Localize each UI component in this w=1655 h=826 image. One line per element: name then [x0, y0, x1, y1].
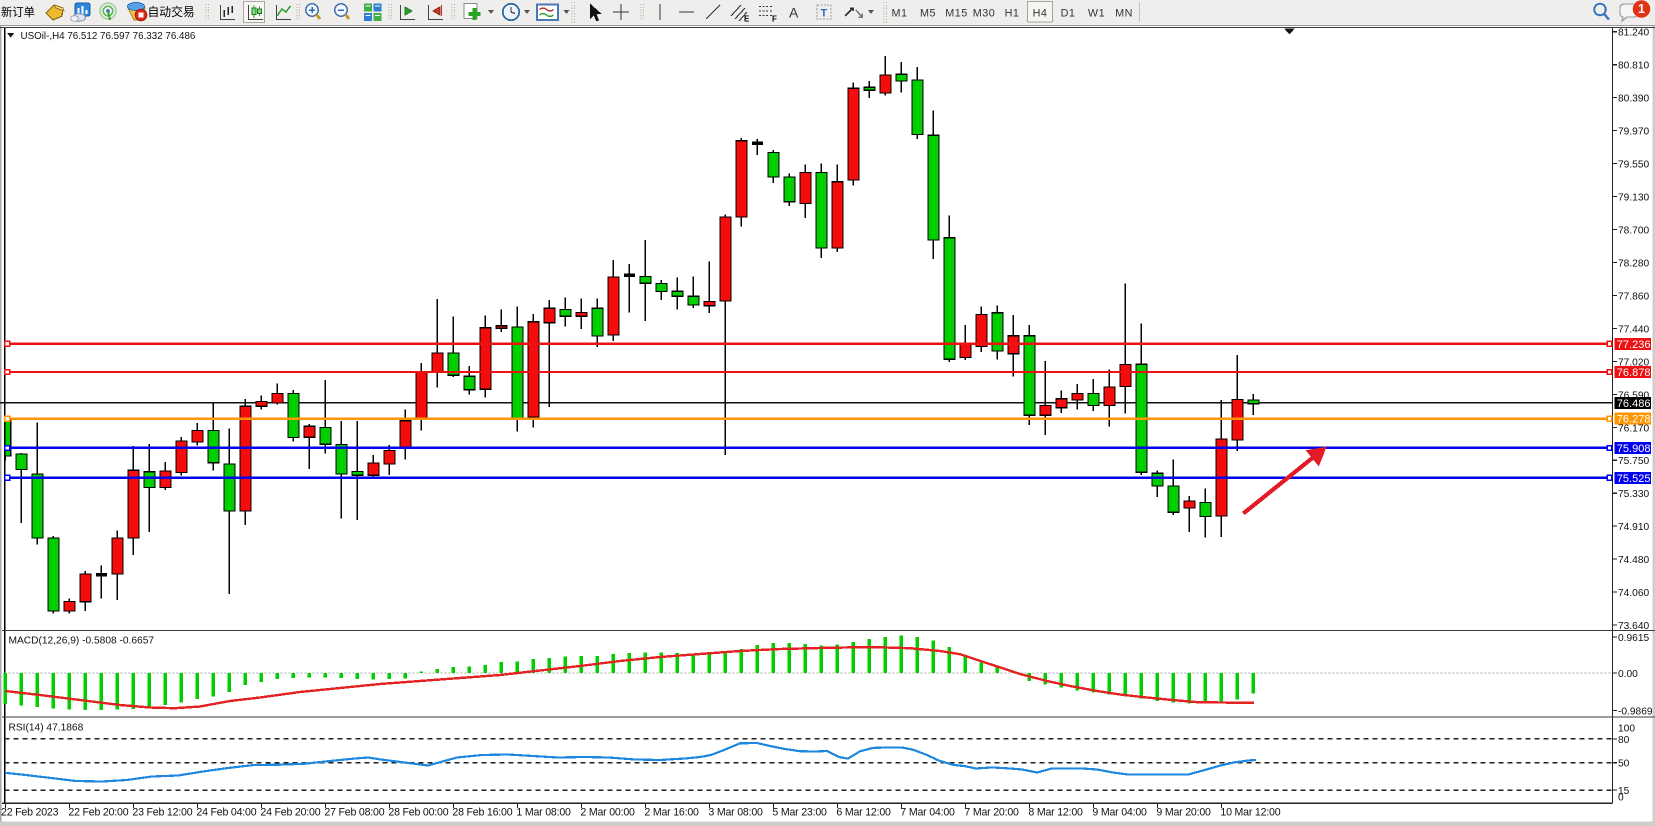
- svg-text:77.020: 77.020: [1618, 357, 1649, 368]
- svg-text:A: A: [789, 5, 799, 21]
- svg-text:9 Mar 20:00: 9 Mar 20:00: [1156, 807, 1211, 819]
- svg-text:USOil-,H4 76.512 76.597 76.33: USOil-,H4 76.512 76.597 76.332 76.486: [21, 31, 196, 42]
- svg-text:新订单: 新订单: [1, 5, 35, 19]
- svg-text:T: T: [821, 8, 828, 20]
- svg-text:D1: D1: [1061, 8, 1076, 20]
- svg-text:MN: MN: [1115, 8, 1133, 20]
- svg-text:74.910: 74.910: [1618, 522, 1649, 533]
- svg-text:RSI(14) 47.1868: RSI(14) 47.1868: [9, 723, 84, 734]
- svg-text:-0.9869: -0.9869: [1618, 707, 1653, 718]
- svg-text:79.130: 79.130: [1618, 193, 1649, 204]
- svg-text:80: 80: [1618, 735, 1630, 746]
- svg-text:74.480: 74.480: [1618, 555, 1649, 566]
- svg-text:6 Mar 12:00: 6 Mar 12:00: [836, 807, 891, 819]
- svg-text:E: E: [744, 15, 750, 24]
- svg-text:5 Mar 23:00: 5 Mar 23:00: [772, 807, 827, 819]
- svg-text:W1: W1: [1088, 8, 1105, 20]
- svg-text:2 Mar 00:00: 2 Mar 00:00: [580, 807, 635, 819]
- svg-text:2 Mar 16:00: 2 Mar 16:00: [644, 807, 699, 819]
- svg-text:8 Mar 12:00: 8 Mar 12:00: [1028, 807, 1083, 819]
- svg-text:75.908: 75.908: [1617, 443, 1651, 455]
- svg-text:15: 15: [1618, 786, 1630, 797]
- svg-text:75.330: 75.330: [1618, 489, 1649, 500]
- svg-text:H1: H1: [1005, 8, 1020, 20]
- svg-text:24 Feb 04:00: 24 Feb 04:00: [196, 807, 256, 819]
- svg-text:80.810: 80.810: [1618, 61, 1649, 72]
- svg-text:0.00: 0.00: [1618, 669, 1638, 680]
- svg-text:80.390: 80.390: [1618, 94, 1649, 105]
- svg-text:76.878: 76.878: [1617, 367, 1651, 379]
- svg-text:78.700: 78.700: [1618, 226, 1649, 237]
- svg-text:H4: H4: [1033, 8, 1048, 20]
- svg-text:77.860: 77.860: [1618, 291, 1649, 302]
- svg-text:0: 0: [1618, 793, 1624, 804]
- svg-text:76.486: 76.486: [1617, 398, 1651, 410]
- svg-text:MACD(12,26,9) -0.5808 -0.6657: MACD(12,26,9) -0.5808 -0.6657: [9, 636, 155, 647]
- svg-text:3 Mar 08:00: 3 Mar 08:00: [708, 807, 763, 819]
- svg-text:1 Mar 08:00: 1 Mar 08:00: [516, 807, 571, 819]
- svg-text:M30: M30: [973, 8, 996, 20]
- svg-text:22 Feb 2023: 22 Feb 2023: [1, 807, 59, 819]
- svg-text:73.640: 73.640: [1618, 621, 1649, 632]
- svg-text:75.750: 75.750: [1618, 456, 1649, 467]
- svg-text:1: 1: [1638, 2, 1645, 16]
- svg-text:77.236: 77.236: [1617, 339, 1651, 351]
- svg-text:10 Mar 12:00: 10 Mar 12:00: [1220, 807, 1280, 819]
- svg-text:76.590: 76.590: [1618, 390, 1649, 401]
- svg-text:M5: M5: [920, 8, 936, 20]
- svg-text:75.525: 75.525: [1617, 473, 1651, 485]
- svg-text:79.970: 79.970: [1618, 127, 1649, 138]
- svg-text:79.550: 79.550: [1618, 160, 1649, 171]
- svg-text:0.9615: 0.9615: [1618, 633, 1649, 644]
- svg-text:81.240: 81.240: [1618, 28, 1649, 39]
- svg-text:77.440: 77.440: [1618, 324, 1649, 335]
- svg-text:9 Mar 04:00: 9 Mar 04:00: [1092, 807, 1147, 819]
- svg-text:24 Feb 20:00: 24 Feb 20:00: [260, 807, 320, 819]
- svg-text:7 Mar 04:00: 7 Mar 04:00: [900, 807, 955, 819]
- svg-text:50: 50: [1618, 759, 1630, 770]
- svg-text:23 Feb 12:00: 23 Feb 12:00: [132, 807, 192, 819]
- svg-text:28 Feb 16:00: 28 Feb 16:00: [452, 807, 512, 819]
- svg-text:76.170: 76.170: [1618, 423, 1649, 434]
- svg-text:76.278: 76.278: [1617, 414, 1651, 426]
- svg-text:7 Mar 20:00: 7 Mar 20:00: [964, 807, 1019, 819]
- svg-text:M15: M15: [945, 8, 968, 20]
- svg-text:28 Feb 00:00: 28 Feb 00:00: [388, 807, 448, 819]
- svg-text:F: F: [772, 15, 777, 24]
- svg-text:27 Feb 08:00: 27 Feb 08:00: [324, 807, 384, 819]
- svg-text:自动交易: 自动交易: [148, 5, 195, 19]
- svg-text:22 Feb 20:00: 22 Feb 20:00: [68, 807, 128, 819]
- svg-text:100: 100: [1618, 724, 1635, 735]
- svg-text:74.060: 74.060: [1618, 588, 1649, 599]
- svg-text:78.280: 78.280: [1618, 258, 1649, 269]
- svg-text:M1: M1: [892, 8, 908, 20]
